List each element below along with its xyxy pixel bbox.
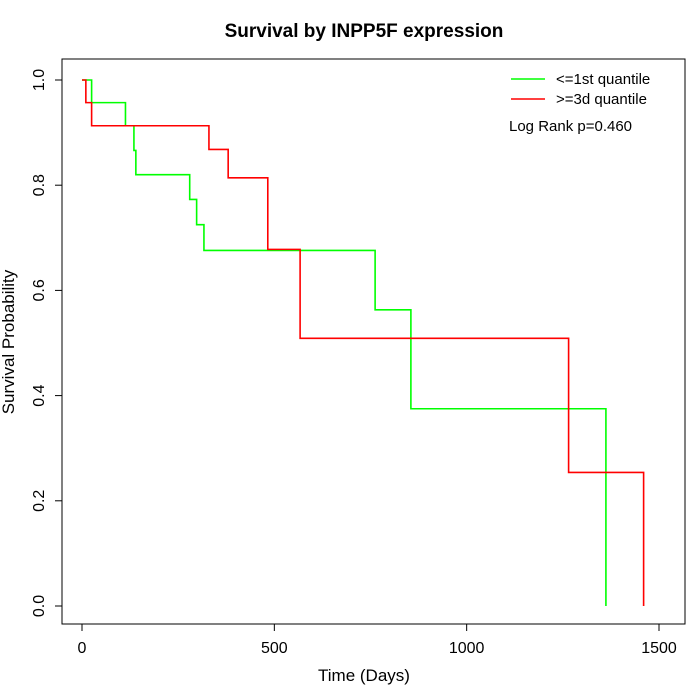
y-tick-label: 0.4	[31, 384, 48, 406]
series-layer	[82, 79, 645, 606]
legend-label: <=1st quantile	[556, 71, 650, 88]
x-axis: 0 500 1000 1500	[78, 623, 677, 657]
legend-label: >=3d quantile	[556, 91, 647, 108]
y-tick-label: 0.6	[31, 279, 48, 301]
x-tick-label: 1500	[641, 640, 677, 657]
y-tick-label: 0.8	[31, 174, 48, 196]
x-tick-label: 1000	[449, 640, 485, 657]
y-axis-label: Survival Probability	[0, 269, 18, 414]
x-tick-label: 0	[78, 640, 87, 657]
y-tick-label: 0.0	[31, 595, 48, 617]
legend: <=1st quantile >=3d quantile	[511, 71, 650, 108]
x-axis-label: Time (Days)	[318, 666, 410, 685]
series-line-1	[82, 79, 645, 606]
plot-frame	[61, 58, 686, 625]
series-line-0	[82, 79, 607, 606]
y-axis: 0.0 0.2 0.4 0.6 0.8 1.0	[31, 69, 63, 617]
chart-title: Survival by INPP5F expression	[225, 21, 504, 42]
log-rank-annotation: Log Rank p=0.460	[509, 118, 632, 135]
y-tick-label: 0.2	[31, 490, 48, 512]
y-tick-label: 1.0	[31, 69, 48, 91]
x-tick-label: 500	[261, 640, 288, 657]
